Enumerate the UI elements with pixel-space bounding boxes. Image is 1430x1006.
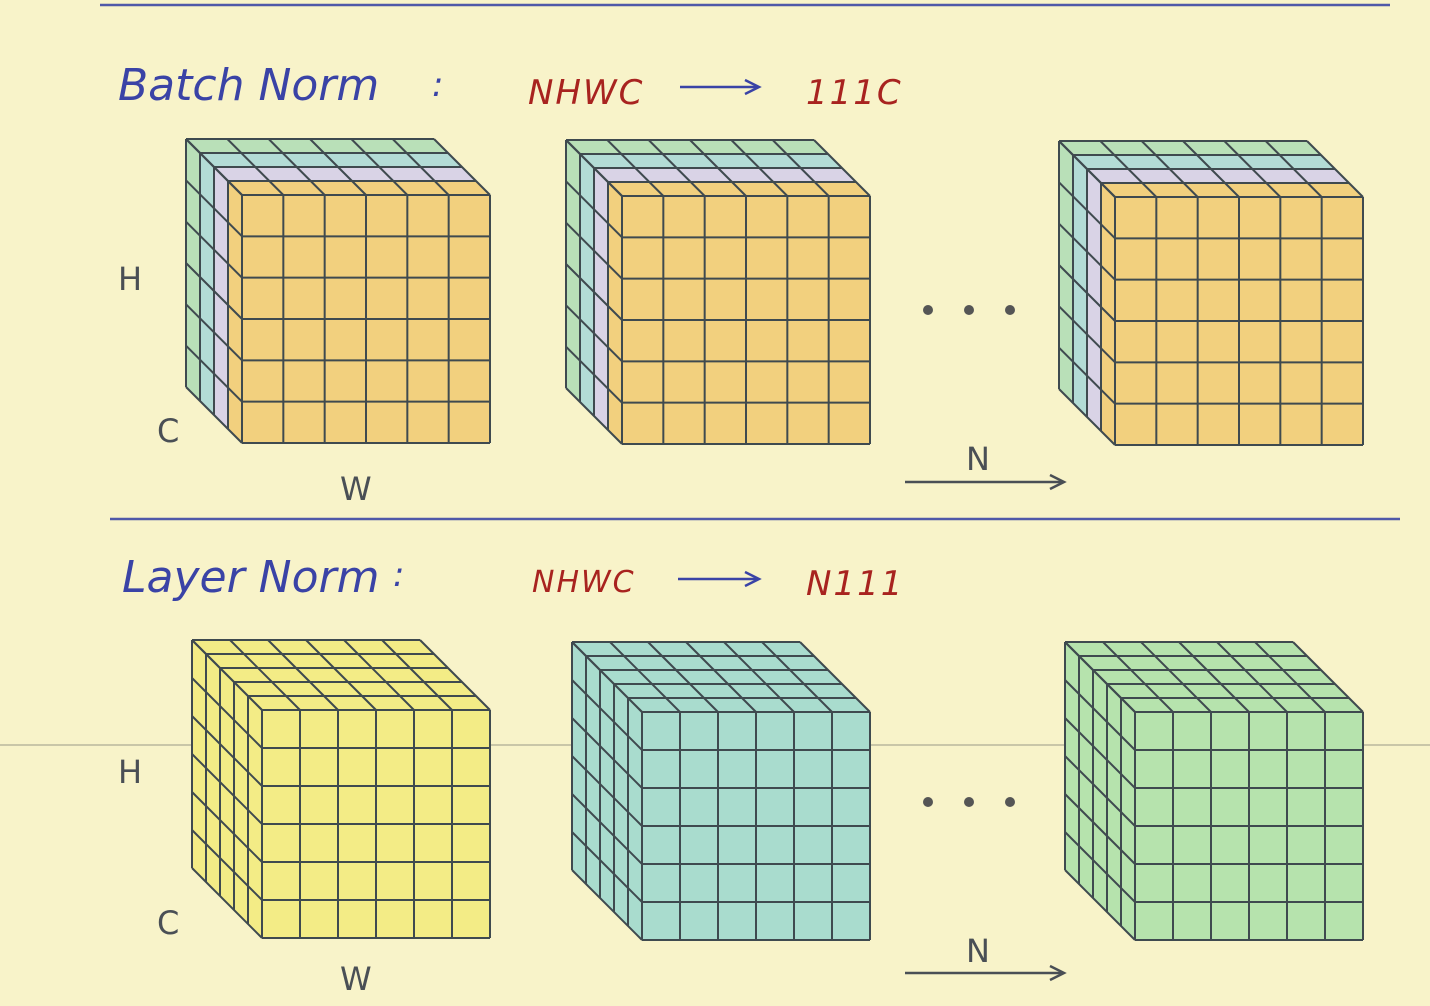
axis-label: H <box>118 753 142 791</box>
grid-line <box>191 639 263 711</box>
grid-line <box>571 869 643 941</box>
grid-line <box>229 639 301 711</box>
grid-line <box>571 679 643 751</box>
axis-label: N <box>966 440 990 478</box>
grid-line <box>1064 793 1136 865</box>
grid-line <box>419 639 491 711</box>
grid-line <box>1216 641 1288 713</box>
shape-to: 111C <box>806 73 903 113</box>
cube <box>1064 641 1364 941</box>
grid-line <box>305 639 377 711</box>
grid-line <box>1064 869 1136 941</box>
grid-line <box>685 641 757 713</box>
grid-line <box>571 755 643 827</box>
axis-label: W <box>340 470 372 508</box>
grid-line <box>191 867 263 939</box>
grid-line <box>571 717 643 789</box>
grid-line <box>191 791 263 863</box>
shape-from: NHWC <box>532 565 636 600</box>
grid-line <box>647 641 719 713</box>
grid-line <box>191 715 263 787</box>
cube <box>565 139 871 445</box>
axis-label: W <box>340 960 372 998</box>
grid-line <box>1064 717 1136 789</box>
separator: : <box>393 555 404 595</box>
grid-line <box>1254 641 1326 713</box>
ellipsis <box>923 797 1015 807</box>
grid-line <box>343 639 415 711</box>
grid-line <box>761 641 833 713</box>
n-arrow <box>905 473 1067 491</box>
arrow <box>678 570 762 588</box>
grid-line <box>1140 641 1212 713</box>
axis-label: C <box>157 904 179 942</box>
grid-line <box>1064 641 1136 713</box>
grid-line <box>1064 831 1136 903</box>
grid-line <box>191 753 263 825</box>
grid-line <box>723 641 795 713</box>
cube <box>185 138 491 444</box>
grid-line <box>571 641 643 713</box>
grid-line <box>1064 679 1136 751</box>
ellipsis <box>923 305 1015 315</box>
grid-line <box>571 831 643 903</box>
axis-label: N <box>966 932 990 970</box>
grid-line <box>571 793 643 865</box>
cube <box>571 641 871 941</box>
grid-line <box>799 641 871 713</box>
section-title: Layer Norm <box>122 552 379 603</box>
axis-label: H <box>118 260 142 298</box>
shape-from: NHWC <box>528 73 644 113</box>
axis-label: C <box>157 412 179 450</box>
n-arrow <box>905 964 1067 982</box>
grid-line <box>1178 641 1250 713</box>
grid-line <box>1064 755 1136 827</box>
cube <box>1058 140 1364 446</box>
cube <box>191 639 491 939</box>
grid-line <box>381 639 453 711</box>
section-title: Batch Norm <box>118 60 379 111</box>
arrow <box>680 78 762 96</box>
grid-line <box>191 677 263 749</box>
separator: : <box>432 65 443 105</box>
grid-line <box>1102 641 1174 713</box>
grid-line <box>609 641 681 713</box>
shape-to: N111 <box>806 564 904 604</box>
grid-line <box>191 829 263 901</box>
grid-line <box>1292 641 1364 713</box>
grid-line <box>267 639 339 711</box>
